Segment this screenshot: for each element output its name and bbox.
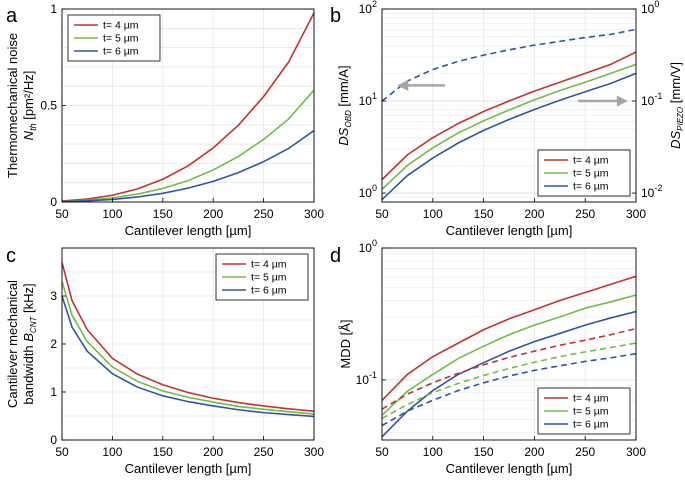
series-line-d-2 bbox=[381, 310, 637, 438]
x-tick-label: 250 bbox=[254, 207, 274, 221]
legend-label: t= 5 µm bbox=[573, 406, 609, 418]
series-line-a-0 bbox=[61, 12, 315, 202]
legend: t= 4 µmt= 5 µmt= 6 µm bbox=[537, 387, 631, 435]
x-tick-label: 50 bbox=[375, 207, 389, 221]
x-tick-label: 150 bbox=[153, 445, 173, 459]
y-tick-label: 10-1 bbox=[356, 370, 377, 387]
series-line-d-0 bbox=[381, 275, 637, 401]
y-tick-label: 0 bbox=[50, 433, 57, 447]
x-tick-label: 100 bbox=[102, 207, 122, 221]
series-line-b-2 bbox=[381, 72, 637, 201]
y-axis-label: MDD [Å] bbox=[338, 319, 353, 368]
y-tick-label: 0 bbox=[50, 195, 57, 209]
x-tick-label: 200 bbox=[203, 207, 223, 221]
panel-letter: b bbox=[330, 5, 341, 27]
chart-panel-c: 50 100 150 200 250 300 0 1 2 3 Cantilever length [… bbox=[5, 245, 324, 476]
series-line-d-4 bbox=[381, 342, 637, 420]
y-tick-label: 100 bbox=[359, 183, 377, 200]
y-axis-label-line2: bandwidth BCNT [kHz] bbox=[21, 283, 38, 404]
x-tick-label: 300 bbox=[304, 445, 324, 459]
legend-label: t= 6 µm bbox=[573, 419, 609, 431]
y-tick-label: 2 bbox=[50, 337, 57, 351]
y-tick-label: 1 bbox=[50, 385, 57, 399]
series-line-c-1 bbox=[61, 281, 315, 415]
series-line-c-0 bbox=[61, 262, 315, 412]
x-tick-label: 250 bbox=[575, 445, 595, 459]
x-tick-label: 150 bbox=[153, 207, 173, 221]
axes-frame bbox=[381, 247, 637, 441]
y-tick-label: 102 bbox=[359, 0, 377, 16]
y2-tick-label: 10-1 bbox=[641, 91, 662, 108]
chart-panel-b: 50 100 150 200 250 30010010110210-210-1100Can… bbox=[330, 0, 685, 238]
x-tick-label: 200 bbox=[524, 445, 544, 459]
series-line-b-1 bbox=[381, 63, 637, 190]
chart-panel-a: 50 100 150 200 250 300 0 0.5 1 Cantilever length … bbox=[5, 2, 324, 238]
series-line-b-3 bbox=[381, 28, 637, 102]
y-tick-label: 3 bbox=[50, 289, 57, 303]
legend-label: t= 5 µm bbox=[103, 33, 139, 45]
panel-letter: d bbox=[330, 245, 341, 267]
x-tick-label: 100 bbox=[423, 445, 443, 459]
x-tick-label: 150 bbox=[474, 207, 494, 221]
series-line-c-2 bbox=[61, 295, 315, 418]
y-tick-label: 1 bbox=[50, 2, 57, 16]
series-line-d-1 bbox=[381, 294, 637, 416]
legend-label: t= 6 µm bbox=[103, 46, 139, 58]
x-tick-label: 300 bbox=[304, 207, 324, 221]
y-axis-label-line2: Nth [pm²/Hz] bbox=[21, 71, 38, 141]
legend: t= 4 µmt= 5 µmt= 6 µm bbox=[215, 253, 309, 301]
x-tick-label: 200 bbox=[524, 207, 544, 221]
x-tick-label: 150 bbox=[474, 445, 494, 459]
series-line-b-0 bbox=[381, 51, 637, 181]
x-tick-label: 250 bbox=[575, 207, 595, 221]
x-axis-label: Cantilever length [µm] bbox=[446, 223, 573, 238]
y-axis-label-line1: Cantilever mechanical bbox=[5, 280, 20, 408]
x-tick-label: 100 bbox=[102, 445, 122, 459]
legend-label: t= 4 µm bbox=[573, 393, 609, 405]
legend-label: t= 5 µm bbox=[251, 272, 287, 284]
y2-axis-label: DSPIEZO [mm/V] bbox=[668, 62, 685, 149]
legend: t= 4 µmt= 5 µmt= 6 µm bbox=[537, 149, 631, 197]
x-tick-label: 50 bbox=[55, 207, 69, 221]
x-tick-label: 100 bbox=[423, 207, 443, 221]
panel-letter: a bbox=[6, 5, 18, 27]
y2-tick-label: 100 bbox=[641, 0, 659, 16]
arrow-right-head-icon bbox=[616, 95, 628, 107]
legend-box bbox=[537, 387, 631, 435]
legend: t= 4 µmt= 5 µmt= 6 µm bbox=[67, 14, 161, 62]
y-tick-label: 101 bbox=[359, 91, 377, 108]
x-tick-label: 250 bbox=[254, 445, 274, 459]
y-tick-label: 0.5 bbox=[40, 99, 57, 113]
series-line-d-5 bbox=[381, 352, 637, 427]
arrow-left-head-icon bbox=[397, 79, 409, 91]
axes-frame bbox=[381, 8, 637, 203]
x-tick-label: 200 bbox=[203, 445, 223, 459]
series-line-d-3 bbox=[381, 327, 637, 410]
x-tick-label: 50 bbox=[55, 445, 69, 459]
legend-label: t= 6 µm bbox=[573, 181, 609, 193]
panel-letter: c bbox=[6, 245, 16, 267]
x-tick-label: 300 bbox=[626, 207, 646, 221]
y2-tick-label: 10-2 bbox=[641, 183, 662, 200]
x-axis-label: Cantilever length [µm] bbox=[125, 223, 252, 238]
legend-label: t= 4 µm bbox=[573, 155, 609, 167]
x-axis-label: Cantilever length [µm] bbox=[446, 461, 573, 476]
legend-label: t= 4 µm bbox=[251, 259, 287, 271]
series-line-a-2 bbox=[61, 129, 315, 203]
x-tick-label: 50 bbox=[375, 445, 389, 459]
legend-label: t= 6 µm bbox=[251, 285, 287, 297]
y-axis-label-line1: Thermomechanical noise bbox=[5, 33, 20, 178]
x-axis-label: Cantilever length [µm] bbox=[125, 461, 252, 476]
legend-label: t= 5 µm bbox=[573, 168, 609, 180]
gridlines bbox=[381, 9, 637, 203]
x-tick-label: 300 bbox=[626, 445, 646, 459]
series-line-a-1 bbox=[61, 89, 315, 203]
y-axis-label: DSOBD [mm/A] bbox=[336, 65, 353, 145]
legend-label: t= 4 µm bbox=[103, 20, 139, 32]
y-tick-label: 100 bbox=[359, 238, 377, 255]
